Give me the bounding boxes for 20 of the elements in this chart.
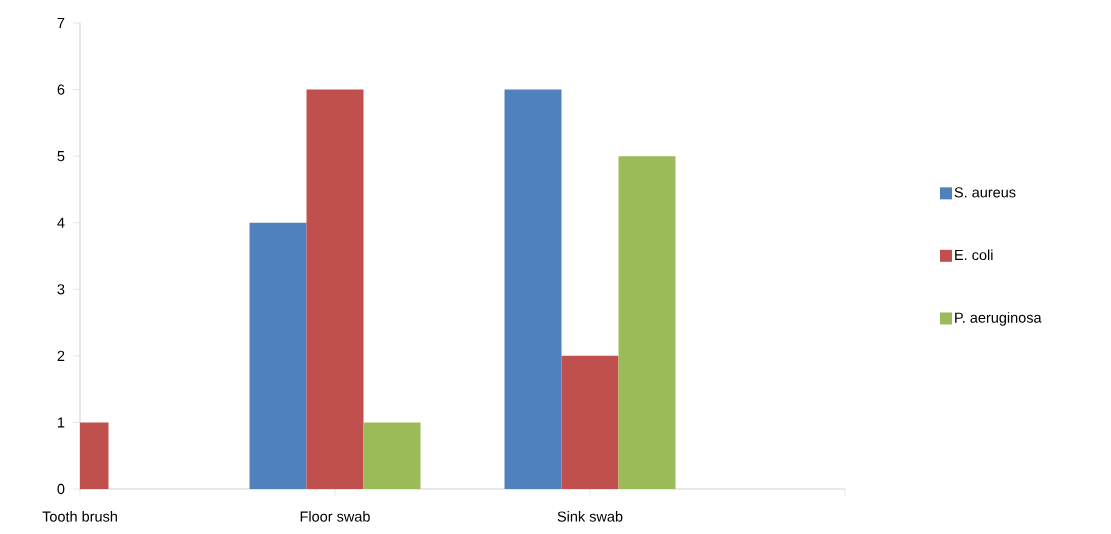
- x-tick-label: Floor swab: [300, 511, 370, 522]
- y-tick-label: 1: [58, 417, 65, 428]
- x-tick-label: Sink swab: [557, 511, 623, 522]
- y-tick-label: 2: [57, 350, 65, 361]
- y-tick-label: 6: [57, 84, 65, 95]
- bar: [561, 355, 619, 489]
- legend-label: S. aureus: [954, 187, 1016, 198]
- y-tick-label: 3: [57, 284, 65, 295]
- bar: [306, 89, 364, 489]
- bar: [504, 89, 562, 489]
- bar: [618, 156, 676, 489]
- y-tick-label: 5: [57, 151, 65, 162]
- x-tick-label: Tooth brush: [42, 511, 117, 522]
- legend-label: E. coli: [955, 249, 993, 261]
- bar: [249, 222, 307, 489]
- legend-label: P. aeruginosa: [955, 312, 1042, 326]
- y-tick-label: 7: [57, 18, 65, 28]
- y-tick-label: 0: [57, 483, 65, 495]
- y-tick-label: 4: [57, 217, 65, 228]
- bar: [363, 422, 421, 489]
